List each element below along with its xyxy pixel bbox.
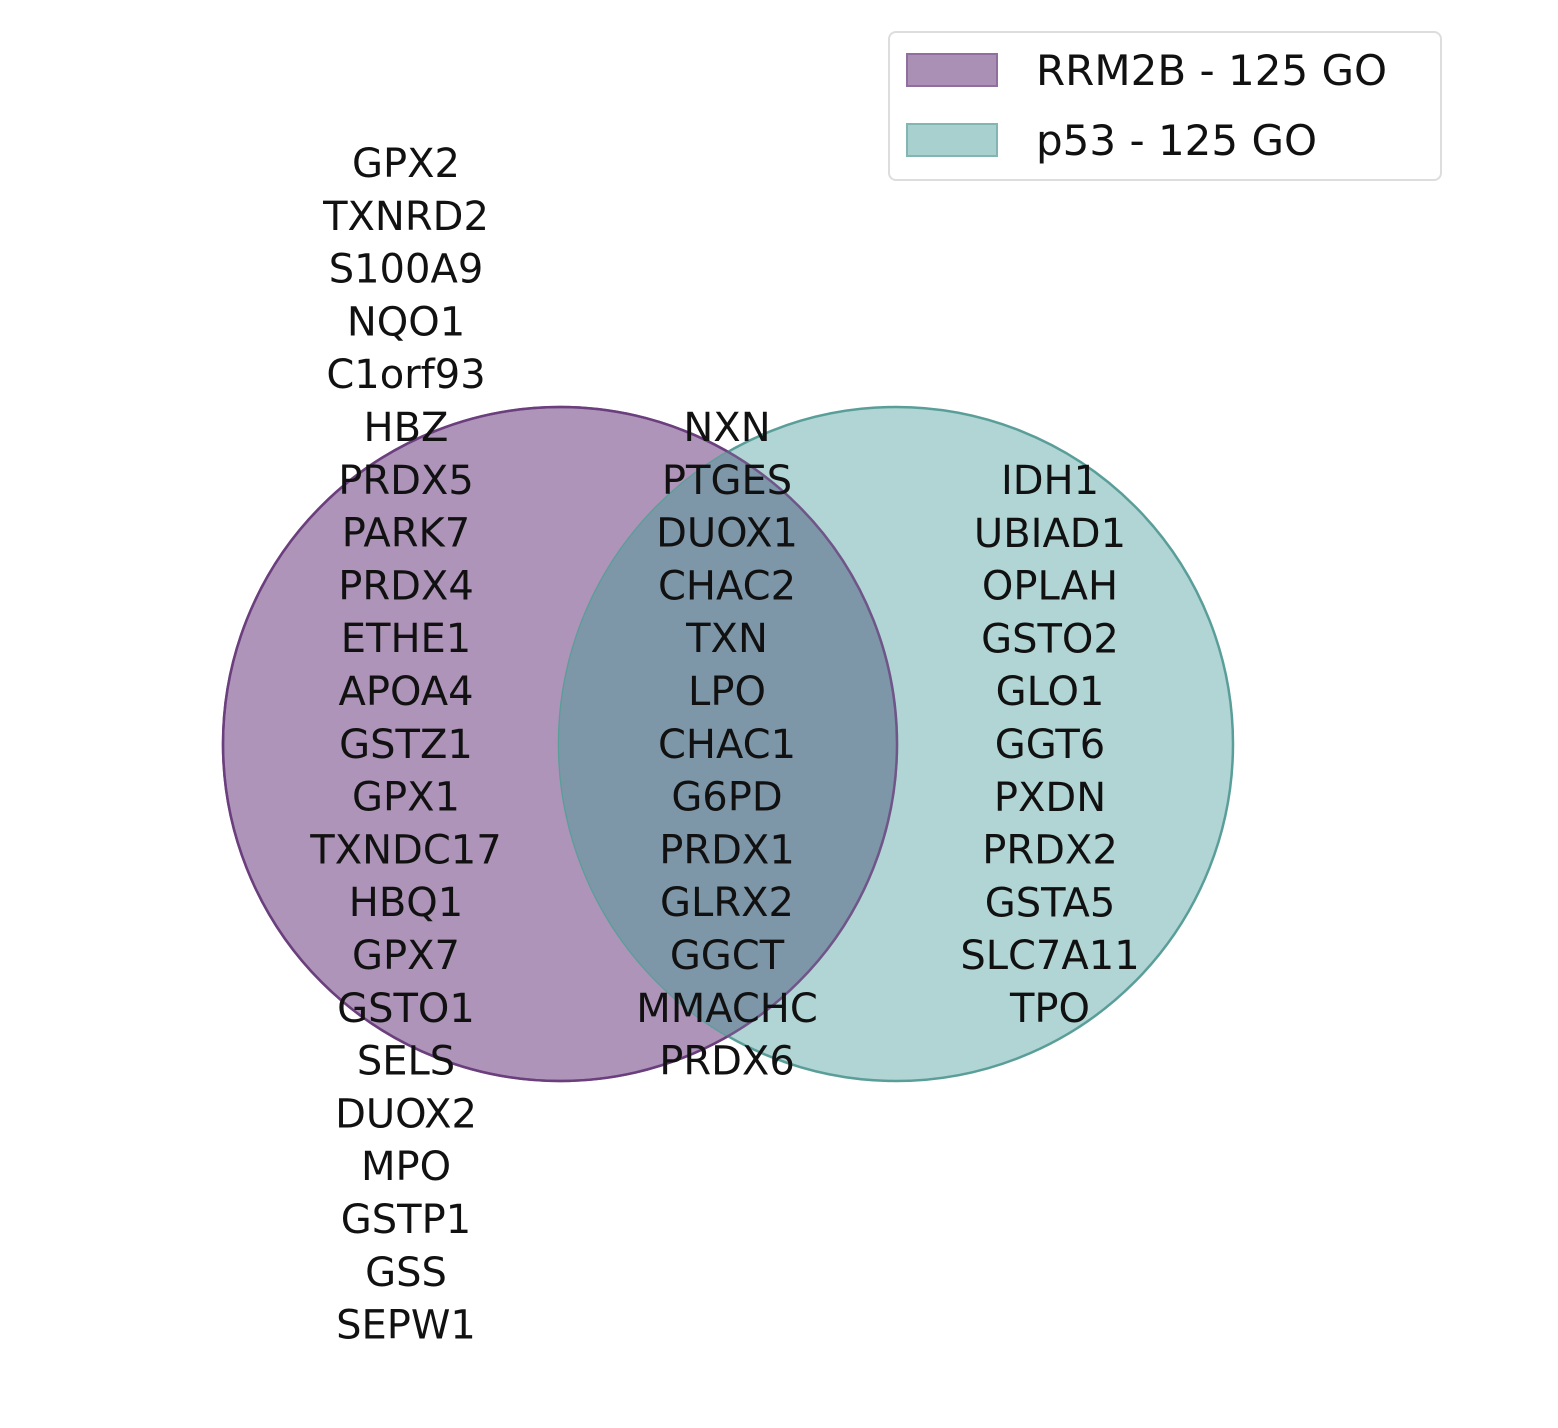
legend: RRM2B - 125 GO p53 - 125 GO — [888, 31, 1442, 181]
legend-swatch-rrm2b — [906, 53, 998, 87]
legend-swatch-p53 — [906, 123, 998, 157]
gene-label: GGT6 — [995, 722, 1105, 768]
gene-label: TPO — [1009, 986, 1090, 1032]
gene-label: GPX7 — [352, 933, 460, 979]
gene-label: MMACHC — [636, 986, 818, 1032]
gene-label: PARK7 — [342, 511, 470, 557]
gene-label: DUOX1 — [656, 511, 798, 557]
gene-label: PRDX5 — [338, 458, 474, 504]
gene-label: GGCT — [670, 933, 785, 979]
gene-label: PRDX4 — [338, 563, 474, 609]
gene-label: NXN — [683, 405, 770, 451]
gene-label: NQO1 — [347, 299, 465, 345]
gene-label: SELS — [357, 1039, 455, 1085]
gene-label: TXNDC17 — [309, 827, 501, 873]
gene-label: OPLAH — [982, 564, 1118, 610]
legend-label-p53: p53 - 125 GO — [1036, 115, 1318, 165]
intersection-genes: NXN PTGES DUOX1 CHAC2 TXN LPO CHAC1 G6PD PRDX1 GL… — [636, 405, 818, 1085]
gene-label: HBQ1 — [349, 880, 463, 926]
left-only-genes: GPX2 TXNRD2 S100A9 NQO1 C1orf93 HBZ PRDX5 PARK7… — [309, 141, 501, 1349]
gene-label: APOA4 — [338, 669, 473, 715]
legend-label-rrm2b: RRM2B - 125 GO — [1036, 45, 1388, 95]
gene-label: CHAC2 — [658, 563, 796, 609]
gene-label: PTGES — [662, 458, 792, 504]
gene-label: GSTP1 — [341, 1197, 471, 1243]
gene-label: TXNRD2 — [322, 194, 489, 240]
right-only-genes: IDH1 UBIAD1 OPLAH GSTO2 GLO1 GGT6 PXDN PRDX2 GST… — [960, 458, 1139, 1032]
gene-label: S100A9 — [329, 247, 484, 293]
gene-label: GSS — [365, 1250, 447, 1296]
gene-label: PRDX1 — [659, 827, 795, 873]
gene-label: MPO — [361, 1144, 451, 1190]
gene-label: GLO1 — [996, 669, 1105, 715]
gene-label: SEPW1 — [336, 1303, 476, 1349]
set-outline-rrm2b — [221, 405, 899, 1083]
gene-label: PXDN — [994, 775, 1106, 821]
gene-label: GPX1 — [352, 775, 460, 821]
gene-label: GSTA5 — [985, 880, 1116, 926]
gene-label: UBIAD1 — [974, 511, 1126, 557]
gene-label: GPX2 — [352, 141, 460, 187]
gene-label: ETHE1 — [341, 616, 472, 662]
gene-label: LPO — [688, 669, 766, 715]
gene-label: CHAC1 — [658, 722, 796, 768]
gene-label: GSTZ1 — [339, 722, 473, 768]
gene-label: PRDX2 — [982, 828, 1118, 874]
gene-label: C1orf93 — [326, 352, 485, 398]
gene-label: GSTO1 — [337, 986, 475, 1032]
gene-label: PRDX6 — [659, 1039, 795, 1085]
gene-label: HBZ — [364, 405, 449, 451]
gene-label: IDH1 — [1001, 458, 1099, 504]
gene-label: GLRX2 — [660, 880, 794, 926]
legend-entry-rrm2b: RRM2B - 125 GO — [906, 45, 1387, 95]
gene-label: TXN — [685, 616, 768, 662]
legend-entry-p53: p53 - 125 GO — [906, 115, 1317, 165]
gene-label: G6PD — [671, 775, 782, 821]
gene-label: GSTO2 — [981, 616, 1119, 662]
gene-label: SLC7A11 — [960, 933, 1139, 979]
gene-label: DUOX2 — [335, 1091, 477, 1137]
